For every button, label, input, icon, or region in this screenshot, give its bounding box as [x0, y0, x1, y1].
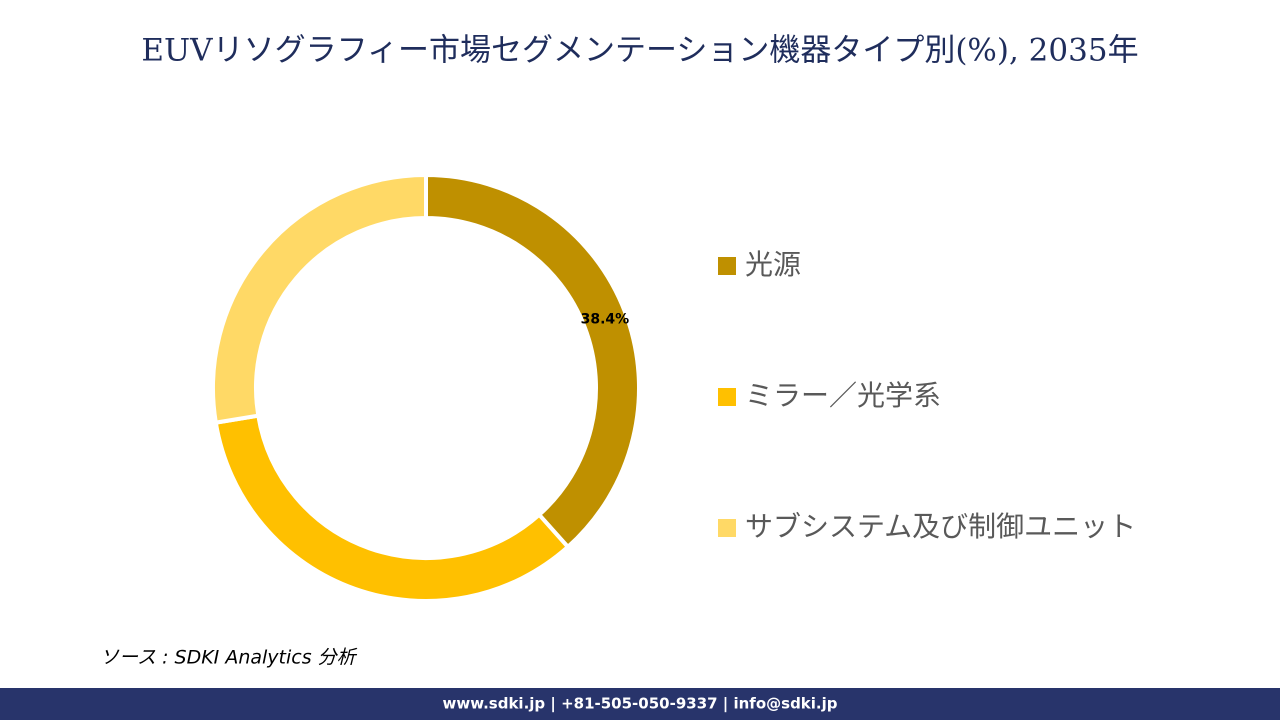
chart-title: EUVリソグラフィー市場セグメンテーション機器タイプ別(%), 2035年 [141, 33, 1138, 69]
footer-text: www.sdki.jp | +81-505-050-9337 | info@sd… [442, 695, 837, 714]
legend-label: 光源 [745, 248, 801, 281]
slice [213, 413, 571, 603]
slice [424, 172, 641, 550]
legend-swatch [718, 388, 736, 406]
donut: 38.4% [211, 172, 641, 603]
legend-label: ミラー／光学系 [745, 379, 941, 412]
data-label: 38.4% [581, 312, 630, 328]
legend-label: サブシステム及び制御ユニット [745, 510, 1136, 543]
footer-bar [0, 688, 1280, 720]
legend-swatch [718, 519, 736, 537]
legend-swatch [718, 257, 736, 275]
source-note: ソース : SDKI Analytics 分析 [100, 647, 358, 669]
slice [211, 172, 428, 425]
